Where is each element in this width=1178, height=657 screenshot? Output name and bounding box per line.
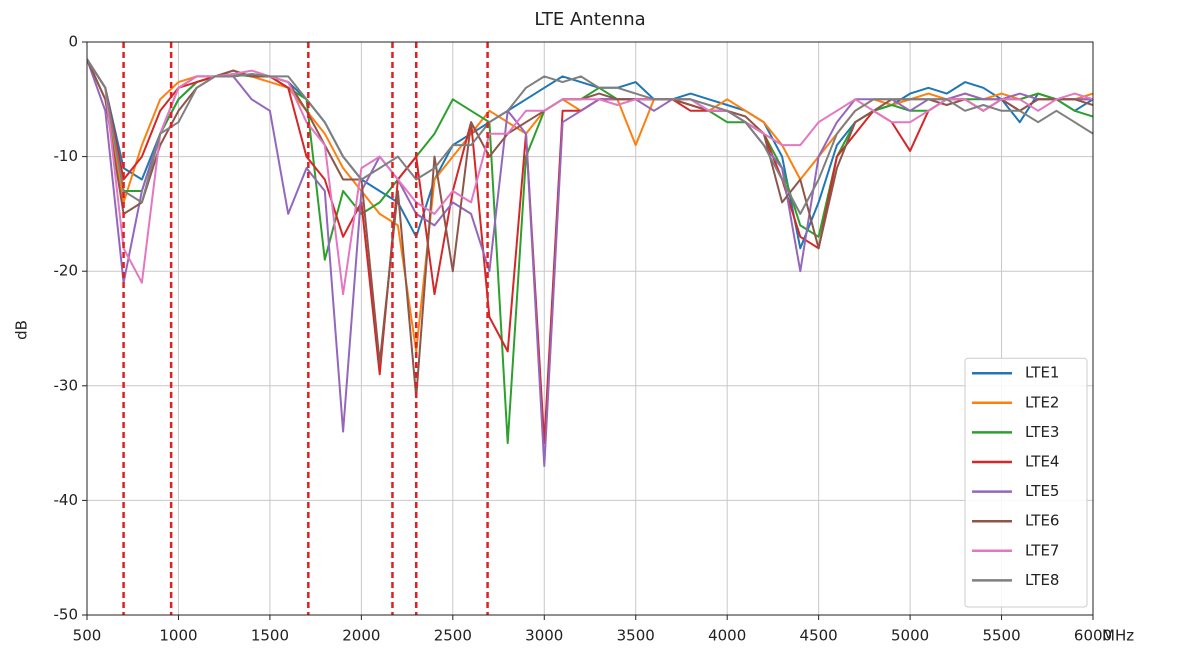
y-tick-label: -40 <box>54 491 79 509</box>
x-tick-label: 1000 <box>159 627 197 645</box>
x-tick-label: 6000 <box>1074 627 1112 645</box>
legend-label: LTE2 <box>1025 393 1059 411</box>
series-line <box>87 58 1093 399</box>
x-tick-label: 3500 <box>617 627 655 645</box>
y-tick-label: -30 <box>54 376 79 394</box>
y-tick-label: -20 <box>54 262 79 280</box>
legend-label: LTE3 <box>1025 423 1059 441</box>
legend-label: LTE8 <box>1025 571 1059 589</box>
legend-label: LTE1 <box>1025 364 1059 382</box>
x-tick-label: 3000 <box>525 627 563 645</box>
x-tick-label: 500 <box>73 627 102 645</box>
y-tick-label: 0 <box>68 33 78 51</box>
x-tick-label: 2500 <box>434 627 472 645</box>
series-line <box>87 58 1093 467</box>
plot-frame <box>86 41 1094 616</box>
x-tick-label: 4500 <box>800 627 838 645</box>
legend-label: LTE6 <box>1025 512 1059 530</box>
series-line <box>87 58 1093 250</box>
x-tick-label: 1500 <box>251 627 289 645</box>
x-tick-label: 4000 <box>708 627 746 645</box>
legend-label: LTE5 <box>1025 482 1059 500</box>
legend-label: LTE4 <box>1025 453 1059 471</box>
x-tick-label: 2000 <box>342 627 380 645</box>
chart-title: LTE Antenna <box>534 9 645 30</box>
y-axis-label: dB <box>13 320 31 340</box>
series-line <box>87 58 1093 215</box>
y-tick-label: -50 <box>54 606 79 624</box>
x-axis-label: MHz <box>1102 627 1134 645</box>
legend-label: LTE7 <box>1025 541 1059 559</box>
x-tick-label: 5500 <box>982 627 1020 645</box>
x-tick-label: 5000 <box>891 627 929 645</box>
legend-box <box>964 357 1088 608</box>
y-tick-label: -10 <box>54 147 79 165</box>
series-line <box>87 58 1093 296</box>
